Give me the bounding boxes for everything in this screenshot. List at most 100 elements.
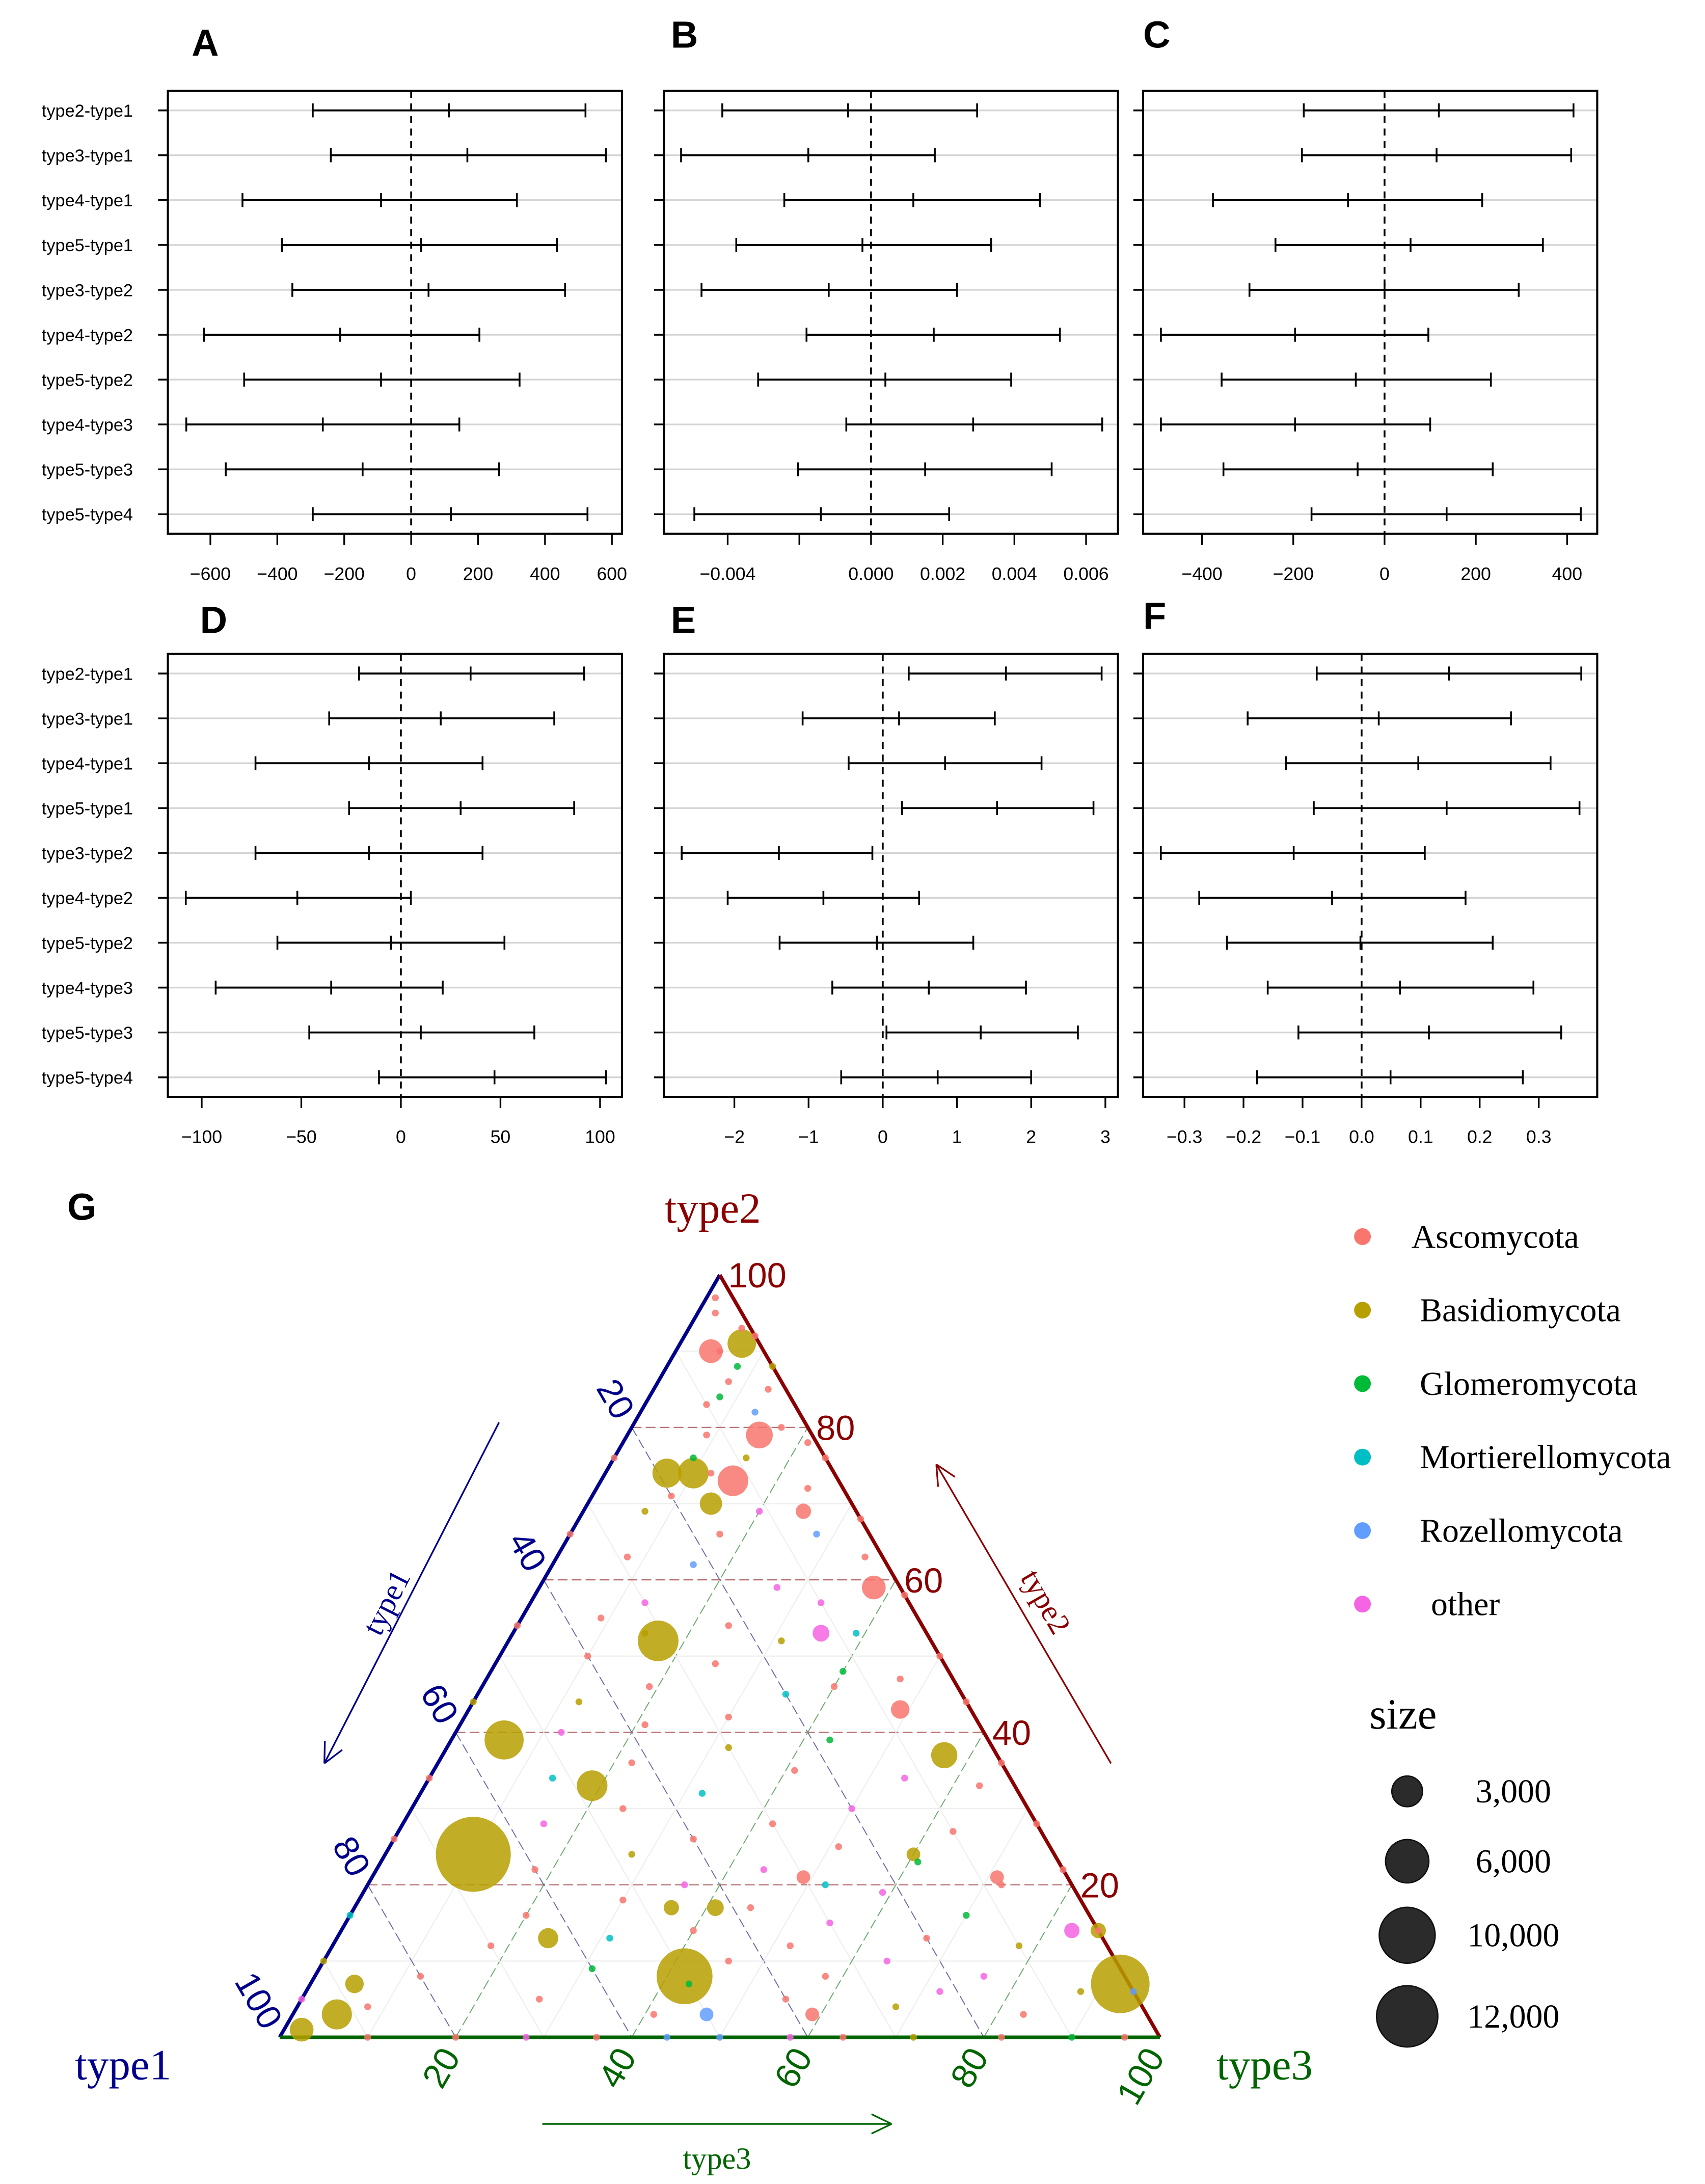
type1-tick-label: 60	[413, 1677, 467, 1731]
data-point-ascomycota	[425, 1774, 433, 1782]
panel-letter-f: F	[1143, 595, 1166, 637]
panel-a: type2-type1 type3-type1 type4-type1 type5-t…	[42, 90, 627, 584]
comparison-label: type5-type3	[42, 1023, 133, 1043]
panel-letter-c: C	[1143, 13, 1170, 56]
data-point-basidiomycota	[628, 1851, 635, 1858]
data-point-other	[523, 2034, 530, 2041]
data-point-ascomycota	[796, 1503, 811, 1519]
data-point-mortierellomycota	[606, 1934, 613, 1942]
type2-tick-label: 100	[728, 1256, 786, 1295]
type3-gridline	[719, 1656, 940, 2038]
comparison-label: type2-type1	[42, 664, 133, 684]
data-point-mortierellomycota	[822, 1881, 829, 1889]
data-point-ascomycota	[716, 1347, 723, 1355]
data-point-basidiomycota	[906, 1847, 921, 1862]
x-tick-label: 400	[1552, 563, 1582, 584]
data-point-ascomycota	[535, 1996, 543, 2003]
data-point-ascomycota	[668, 1492, 675, 1500]
x-tick-label: 0.006	[1063, 563, 1108, 584]
comparison-label: type5-type2	[42, 370, 133, 390]
data-point-ascomycota	[390, 1836, 398, 1843]
data-point-basidiomycota	[699, 1492, 722, 1515]
data-point-other	[681, 1881, 688, 1889]
data-point-glomeromycota	[1068, 2034, 1075, 2041]
data-point-other	[298, 1996, 305, 2003]
type2-arrow-label: type2	[1014, 1564, 1077, 1640]
x-tick-label: 0.000	[848, 563, 894, 584]
panel-letter-d: D	[200, 599, 227, 641]
data-point-ascomycota	[778, 1424, 785, 1431]
data-point-other	[901, 1774, 908, 1782]
data-point-ascomycota	[531, 1866, 538, 1873]
panel-letter-b: B	[671, 13, 698, 56]
data-point-other	[787, 2034, 794, 2041]
legend-swatch-mortierellomycota	[1354, 1448, 1371, 1466]
data-point-other	[883, 1957, 890, 1965]
data-point-other	[558, 1729, 565, 1736]
data-point-other	[826, 1919, 833, 1927]
panel-c: −400 −200 0 200 400	[1133, 90, 1599, 584]
data-point-other	[755, 1507, 763, 1515]
data-point-ascomycota	[890, 1700, 910, 1719]
data-point-ascomycota	[765, 1386, 772, 1393]
data-point-basidiomycota	[892, 2003, 900, 2010]
data-point-ascomycota	[364, 2034, 371, 2041]
data-point-basidiomycota	[910, 2034, 917, 2041]
x-tick-label: −0.2	[1226, 1127, 1261, 1147]
x-tick-label: −600	[190, 563, 231, 584]
data-point-ascomycota	[712, 1660, 719, 1667]
data-point-other	[817, 1599, 825, 1606]
size-legend-circle	[1378, 1906, 1436, 1964]
data-point-ascomycota	[998, 1881, 1005, 1889]
type1-axis-title: type1	[75, 2041, 171, 2089]
data-point-ascomycota	[584, 1653, 591, 1660]
data-point-basidiomycota	[727, 1329, 756, 1358]
size-legend-circle	[1375, 1985, 1439, 2048]
data-point-basidiomycota	[743, 1454, 750, 1462]
x-tick-label: −1	[798, 1127, 819, 1147]
data-point-basidiomycota	[470, 1698, 477, 1706]
data-point-ascomycota	[628, 1759, 635, 1766]
plot-frame	[167, 653, 623, 1098]
data-point-ascomycota	[1020, 2011, 1027, 2018]
data-point-ascomycota	[804, 1439, 811, 1446]
x-tick-label: −0.004	[699, 563, 755, 584]
x-tick-label: 0	[1379, 563, 1390, 584]
type3-axis-title: type3	[1216, 2041, 1313, 2089]
data-point-basidiomycota	[641, 1630, 648, 1637]
data-point-ascomycota	[619, 1805, 627, 1812]
type3-gridline	[807, 1732, 985, 2038]
panel-b: −0.004 0.000 0.002 0.004 0.006	[654, 90, 1119, 584]
type1-axis-edge	[278, 1274, 722, 2038]
data-point-ascomycota	[1033, 1820, 1040, 1827]
x-tick-label: 0	[396, 1127, 406, 1147]
data-point-rozellomycota	[699, 2007, 714, 2021]
comparison-label: type5-type1	[42, 799, 133, 819]
x-tick-label: 400	[530, 563, 560, 584]
data-point-other	[980, 1973, 988, 1980]
data-point-glomeromycota	[588, 1965, 596, 1973]
data-point-basidiomycota	[436, 1817, 511, 1892]
legend-swatch-ascomycota	[1354, 1228, 1371, 1245]
panel-d: type2-type1 type3-type1 type4-type1 type5-t…	[42, 653, 623, 1147]
type3-gridline	[895, 1808, 1029, 2038]
type1-gridline	[587, 1503, 897, 2038]
comparison-label: type4-type2	[42, 889, 133, 908]
data-point-glomeromycota	[734, 1363, 741, 1370]
size-legend-label: 3,000	[1476, 1773, 1551, 1810]
type2-tick-label: 20	[1080, 1866, 1119, 1905]
data-point-ascomycota	[712, 1294, 719, 1302]
plot-frame	[663, 90, 1119, 535]
data-point-other	[540, 1820, 548, 1827]
x-tick-label: 0.1	[1408, 1127, 1433, 1147]
type1-direction-arrow-head	[323, 1741, 326, 1764]
comparison-label: type3-type1	[42, 146, 133, 166]
data-point-ascomycota	[861, 1553, 869, 1560]
comparison-label: type3-type2	[42, 281, 133, 300]
data-point-mortierellomycota	[853, 1630, 860, 1637]
data-point-ascomycota	[725, 1713, 732, 1721]
data-point-basidiomycota	[931, 1742, 958, 1769]
x-tick-label: −0.1	[1285, 1127, 1320, 1147]
data-point-ascomycota	[747, 1904, 754, 1911]
